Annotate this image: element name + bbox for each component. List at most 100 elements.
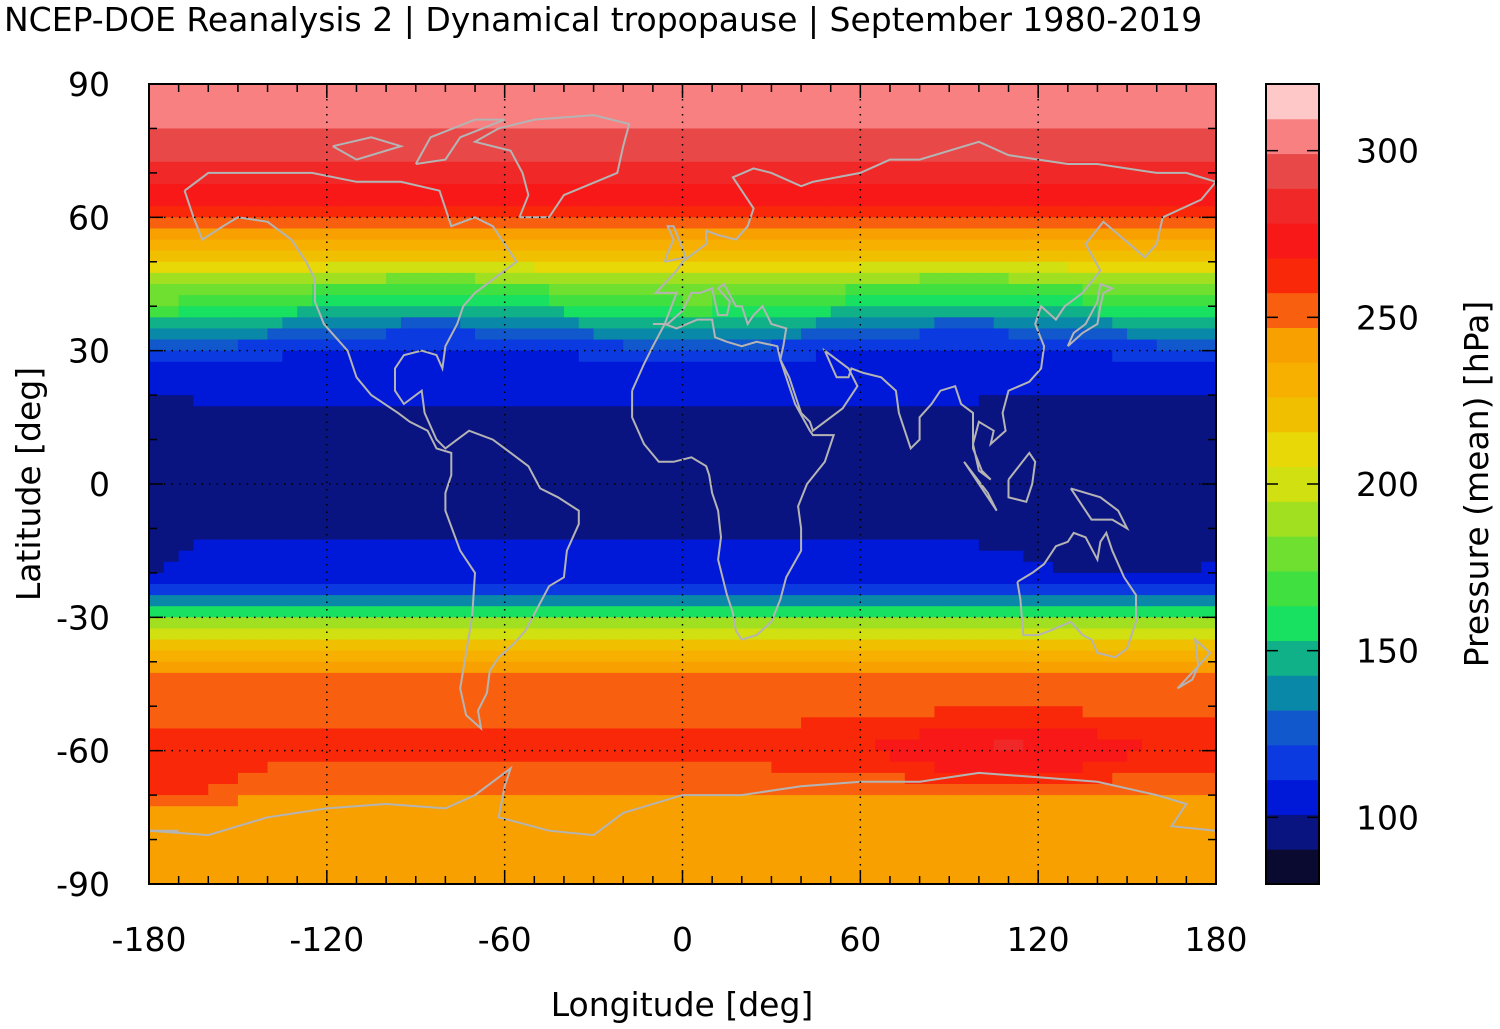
heatmap-cell [786,606,802,618]
heatmap-cell [445,728,461,741]
heatmap-cell [993,695,1010,707]
heatmap-cell [1201,472,1217,485]
heatmap-cell [237,261,254,274]
heatmap-cell [163,817,180,830]
heatmap-cell [341,161,358,174]
heatmap-cell [593,428,609,441]
heatmap-cell [489,817,506,830]
heatmap-cell [386,428,402,441]
heatmap-cell [801,417,817,430]
heatmap-cell [326,650,343,663]
heatmap-cell [652,761,669,774]
heatmap-cell [178,495,195,507]
heatmap-cell [163,150,180,163]
heatmap-cell [712,672,728,685]
heatmap-cell [445,650,461,663]
heatmap-cell [208,284,224,296]
heatmap-cell [771,795,787,807]
heatmap-cell [652,306,669,318]
heatmap-cell [1052,784,1069,796]
heatmap-cell [1201,350,1217,363]
heatmap-cell [282,617,298,630]
heatmap-cell [578,595,595,607]
heatmap-cell [608,661,624,674]
heatmap-cell [712,461,728,474]
heatmap-cell [475,595,491,607]
heatmap-cell [1052,95,1069,107]
heatmap-cell [1023,206,1039,218]
heatmap-cell [489,617,506,630]
heatmap-cell [1097,150,1113,163]
heatmap-cell [312,728,328,741]
heatmap-cell [504,217,521,230]
heatmap-cell [149,806,165,818]
heatmap-cell [1067,117,1084,130]
heatmap-cell [860,84,876,96]
heatmap-cell [623,472,639,485]
heatmap-cell [964,795,980,807]
heatmap-cell [534,828,550,841]
heatmap-cell [1008,172,1024,185]
heatmap-cell [326,417,343,430]
heatmap-cell [193,539,209,552]
heatmap-cell [1112,495,1128,507]
heatmap-cell [208,472,224,485]
heatmap-cell [519,372,535,385]
heatmap-cell [786,195,802,207]
heatmap-cell [667,361,684,374]
heatmap-cell [712,228,728,241]
heatmap-cell [1097,584,1113,596]
heatmap-cell [400,506,417,518]
heatmap-cell [756,95,773,107]
heatmap-cell [1008,195,1024,207]
heatmap-cell [460,839,476,852]
heatmap-cell [178,561,195,574]
heatmap-cell [875,595,891,607]
heatmap-cell [163,839,180,852]
heatmap-cell [356,272,372,285]
heatmap-cell [949,339,965,352]
heatmap-cell [845,584,861,596]
heatmap-cell [1171,250,1187,263]
heatmap-cell [460,672,476,685]
heatmap-cell [1201,650,1217,663]
heatmap-cell [608,528,624,541]
heatmap-cell [223,684,239,696]
heatmap-cell [534,306,550,318]
heatmap-cell [282,328,298,341]
heatmap-cell [549,472,565,485]
heatmap-cell [341,306,358,318]
heatmap-cell [326,106,343,118]
heatmap-cell [193,439,209,452]
heatmap-cell [223,306,239,318]
heatmap-cell [815,161,832,174]
heatmap-cell [326,506,343,518]
heatmap-cell [578,495,595,507]
heatmap-cell [786,661,802,674]
heatmap-cell [815,828,832,841]
heatmap-cell [504,372,521,385]
heatmap-cell [993,328,1010,341]
heatmap-cell [993,706,1010,718]
heatmap-cell [237,195,254,207]
heatmap-cell [400,850,417,863]
heatmap-cell [519,317,535,330]
heatmap-cell [312,172,328,185]
heatmap-cell [1008,806,1024,818]
heatmap-cell [386,739,402,752]
heatmap-cell [163,339,180,352]
heatmap-cell [845,572,861,585]
heatmap-cell [252,706,269,718]
heatmap-cell [563,84,580,96]
heatmap-cell [312,839,328,852]
heatmap-cell [1186,295,1202,307]
heatmap-cell [1201,750,1217,763]
heatmap-cell [534,806,550,818]
heatmap-cell [771,684,787,696]
heatmap-cell [252,161,269,174]
heatmap-cell [623,339,639,352]
heatmap-cell [489,161,506,174]
heatmap-cell [297,195,313,207]
heatmap-cell [549,528,565,541]
heatmap-cell [282,95,298,107]
